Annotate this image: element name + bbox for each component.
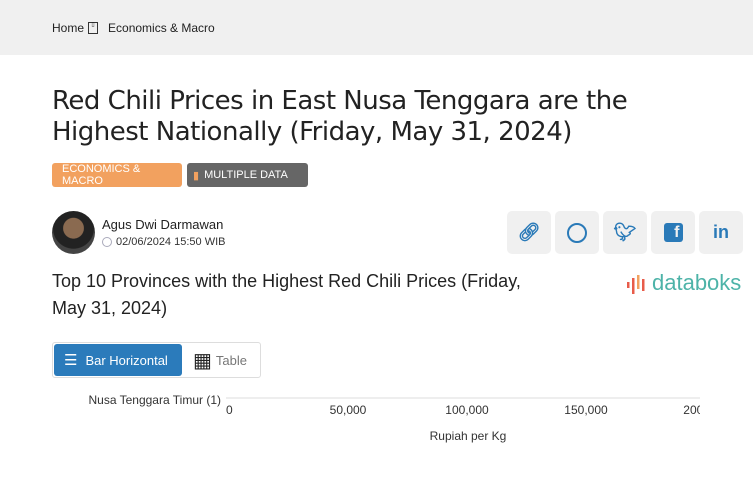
- chart-search-icon: ▮: [193, 169, 200, 182]
- x-tick-label: 0: [226, 403, 233, 417]
- share-facebook-button[interactable]: f: [651, 211, 695, 254]
- tag-economics[interactable]: ECONOMICS & MACRO: [52, 163, 182, 187]
- breadcrumb-home[interactable]: Home: [52, 21, 85, 35]
- bar-tab-label: Bar Horizontal: [85, 352, 168, 368]
- bar-chart-icon: ☰: [64, 352, 78, 369]
- author-name[interactable]: Agus Dwi Darmawan: [102, 217, 224, 232]
- share-whatsapp-button[interactable]: [555, 211, 599, 254]
- logo-text: databoks: [652, 270, 742, 295]
- facebook-icon: f: [663, 223, 683, 242]
- tag-multiple-data[interactable]: ▮ MULTIPLE DATA: [187, 163, 308, 187]
- breadcrumb-bar: Home ▯ Economics & Macro: [0, 0, 753, 55]
- twitter-icon: 🐦︎: [613, 222, 637, 242]
- category-label: Nusa Tenggara Timur (1): [88, 393, 221, 407]
- logo-mark-icon: [627, 275, 645, 294]
- x-tick-label: 150,000: [564, 403, 608, 417]
- chart-title: Top 10 Provinces with the Highest Red Ch…: [52, 271, 521, 318]
- share-linkedin-button[interactable]: in: [699, 211, 743, 254]
- x-tick-label: 50,000: [330, 403, 367, 417]
- share-link-button[interactable]: 🔗︎: [507, 211, 551, 254]
- x-axis-label: Rupiah per Kg: [430, 429, 507, 443]
- clock-icon: [102, 237, 112, 247]
- table-icon: ▦: [193, 349, 212, 372]
- breadcrumb: Home ▯ Economics & Macro: [52, 21, 215, 35]
- x-tick-label: 100,000: [445, 403, 489, 417]
- publish-date: 02/06/2024 15:50 WIB: [102, 236, 225, 248]
- separator-icon: ▯: [88, 22, 99, 34]
- chart-view-toggle: ☰ Bar Horizontal ▦ Table: [52, 342, 261, 378]
- avatar[interactable]: [52, 211, 95, 254]
- table-tab[interactable]: ▦ Table: [193, 344, 247, 376]
- link-icon: 🔗︎: [517, 222, 541, 242]
- tag-label: MULTIPLE DATA: [204, 169, 288, 181]
- linkedin-icon: in: [713, 222, 729, 242]
- table-tab-label: Table: [215, 352, 247, 368]
- breadcrumb-section[interactable]: Economics & Macro: [108, 21, 215, 35]
- date-text: 02/06/2024 15:50 WIB: [116, 236, 226, 248]
- share-twitter-button[interactable]: 🐦︎: [603, 211, 647, 254]
- whatsapp-icon: [567, 222, 587, 243]
- bar-chart: Nusa Tenggara Timur (1) 0 50,000 100,000 15…: [88, 393, 727, 443]
- databoks-logo: databoks: [626, 270, 741, 296]
- page-title: Red Chili Prices in East Nusa Tenggara a…: [52, 86, 628, 147]
- bar-horizontal-tab[interactable]: ☰ Bar Horizontal: [54, 344, 182, 376]
